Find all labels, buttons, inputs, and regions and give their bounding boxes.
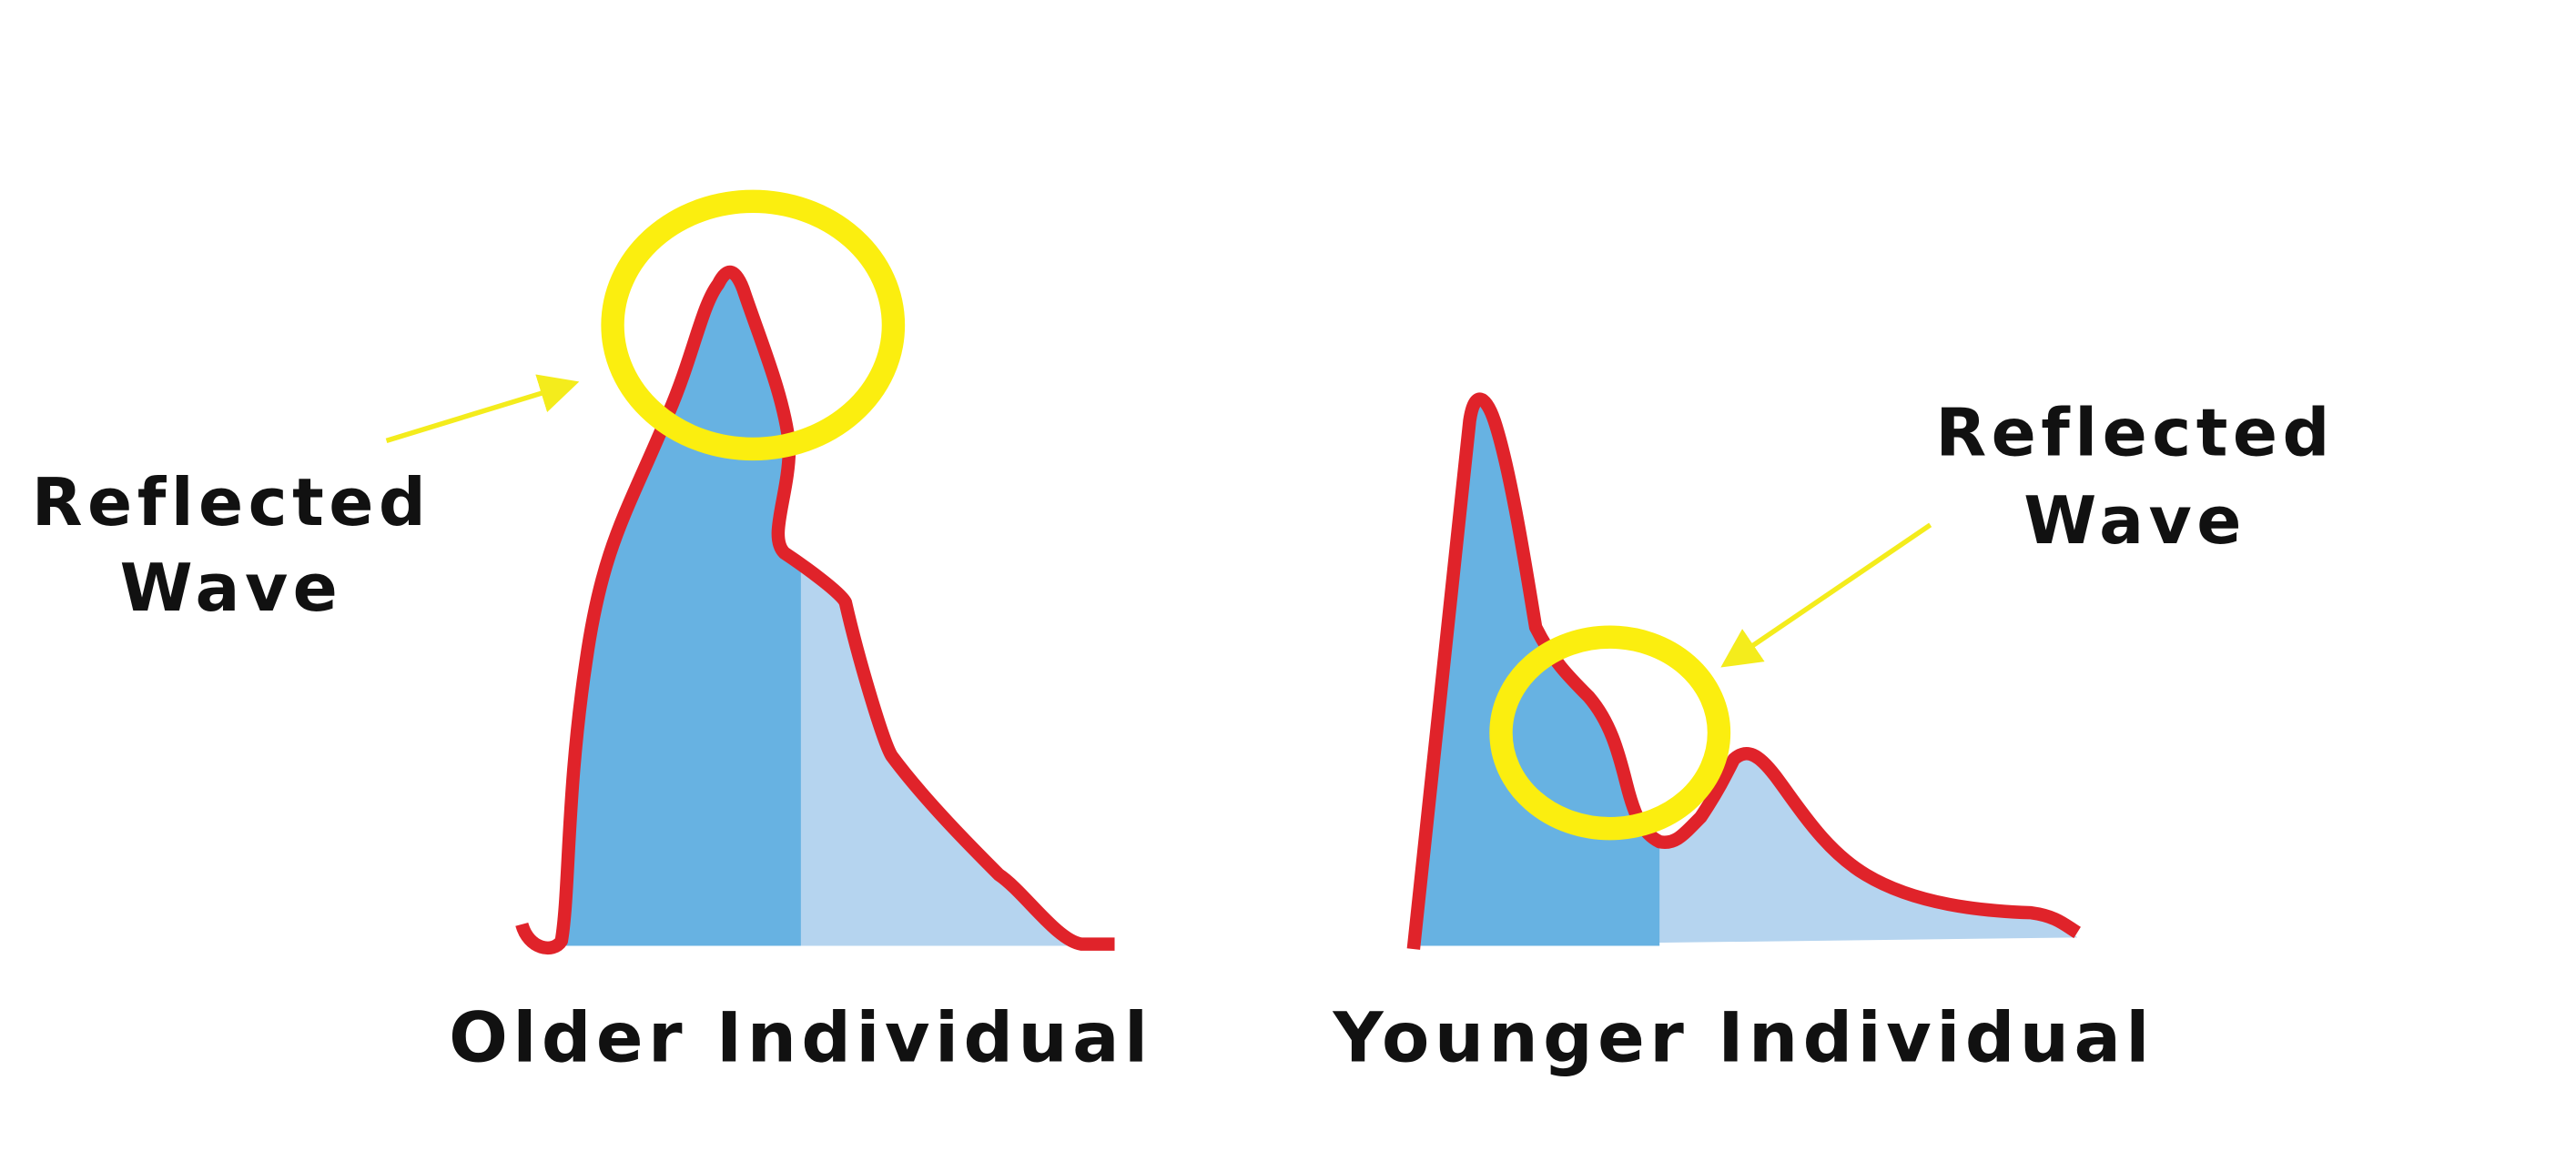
panel-label: Older Individual [449, 996, 1152, 1077]
highlight-circle [1489, 625, 1731, 841]
panel-label: Younger Individual [1332, 996, 2154, 1077]
annotation-line: Wave [120, 550, 343, 627]
annotation-line: Reflected [1935, 396, 2335, 472]
younger-waveform [1406, 392, 2082, 950]
younger-outline [1406, 392, 2082, 950]
annotation-line: Wave [2023, 483, 2246, 560]
older-outline [515, 265, 1115, 955]
pointer-arrow [1720, 522, 1932, 668]
annotation-line: Reflected [32, 465, 431, 541]
pointer-arrow [385, 374, 580, 443]
highlight-circle [601, 189, 906, 461]
older-waveform [385, 189, 1115, 955]
